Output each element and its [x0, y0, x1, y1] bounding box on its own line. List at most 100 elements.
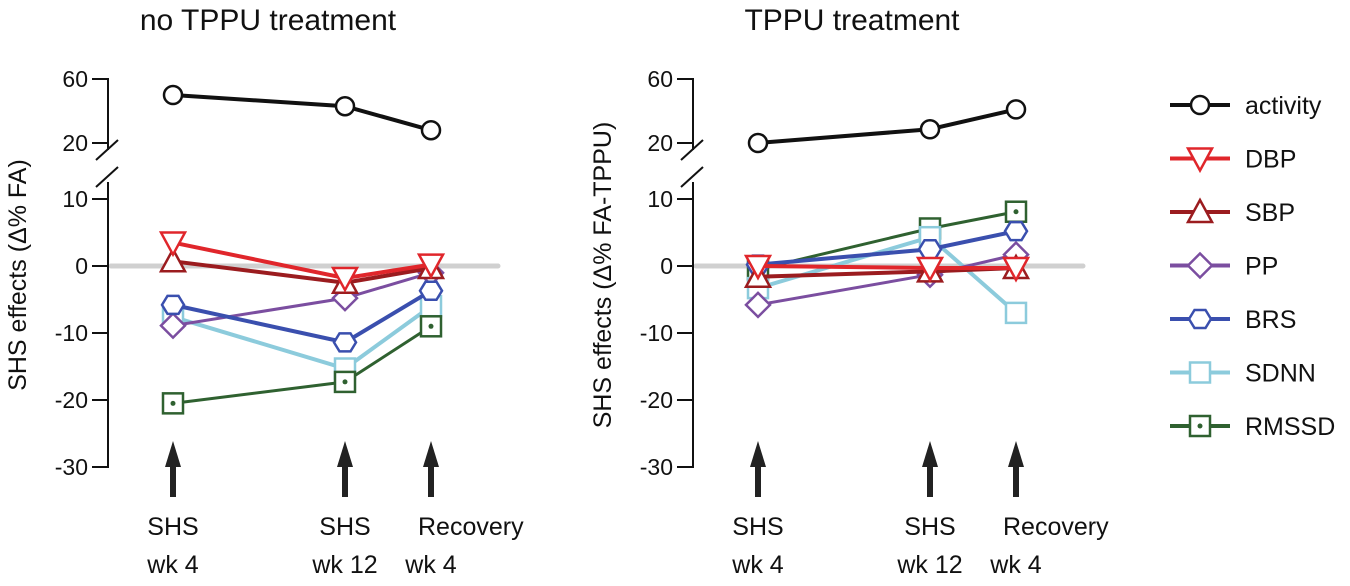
data-point-marker [744, 291, 772, 319]
series-line [757, 264, 1016, 271]
data-point-marker [160, 294, 186, 316]
legend-label: SDNN [1245, 360, 1316, 388]
y-tick-label: -30 [55, 454, 88, 480]
series-activity [747, 99, 1027, 154]
data-point-marker [915, 256, 945, 283]
panel-tppu: 60 20 10 0 -10 -20 -30 SHS wk 4 SHS wk 12 Recovery w… [640, 66, 1109, 579]
legend-marker [1185, 147, 1215, 174]
arrow-icon-shaft [342, 465, 348, 497]
series-line [172, 93, 432, 133]
arrow-icon-shaft [927, 465, 933, 497]
x-tick-label: wk 12 [311, 551, 377, 579]
data-point-marker [1005, 99, 1027, 120]
legend-marker [1187, 308, 1213, 330]
arrow-icon-shaft [428, 465, 434, 497]
legend-marker [1188, 361, 1212, 384]
x-tick-label: wk 12 [896, 551, 962, 579]
legend-item-activity: activity [1170, 92, 1322, 120]
data-point-marker [743, 254, 773, 281]
y-axis-label-right: SHS effects (Δ% FA-TPPU) [589, 122, 617, 429]
data-point-marker [158, 246, 188, 273]
data-point-marker-dot [170, 400, 176, 406]
arrow-icon [750, 441, 766, 467]
data-point-marker [420, 119, 442, 141]
panel-title-no-tppu: no TPPU treatment [140, 4, 397, 37]
data-point-marker [919, 118, 941, 140]
legend: activity DBP SBP PP BRS SDNN RMSSD [1170, 92, 1335, 441]
data-point-marker [334, 95, 356, 117]
legend-label: PP [1245, 253, 1278, 281]
legend-marker [1189, 94, 1211, 116]
series-dbp [743, 254, 1031, 283]
arrow-icon [423, 441, 439, 467]
data-point-marker [917, 239, 943, 260]
axis-break-mark [95, 166, 119, 188]
y-tick-label: 60 [62, 66, 88, 92]
x-tick-label: Recovery [418, 513, 524, 541]
y-axis-label-left: SHS effects (Δ% FA) [4, 159, 32, 391]
data-point-marker [1004, 301, 1028, 325]
x-tick-label: SHS [147, 513, 198, 541]
legend-label: DBP [1245, 146, 1296, 174]
data-point-marker [1003, 220, 1029, 242]
series-rmssd [161, 315, 443, 415]
legend-label: RMSSD [1245, 413, 1335, 441]
legend-marker [1186, 251, 1214, 280]
legend-item-sdnn: SDNN [1170, 360, 1316, 388]
y-tick-label: -20 [55, 387, 88, 413]
x-tick-label: wk 4 [404, 551, 457, 579]
arrow-icon [165, 441, 181, 467]
axis-break-mark [680, 139, 704, 161]
data-point-marker [418, 280, 444, 302]
series-dbp [158, 231, 446, 293]
y-tick-label: 0 [75, 253, 88, 279]
legend-item-brs: BRS [1170, 306, 1296, 334]
legend-item-pp: PP [1170, 251, 1278, 281]
legend-item-rmssd: RMSSD [1170, 413, 1335, 441]
panel-title-tppu: TPPU treatment [744, 4, 960, 37]
arrow-icon-shaft [755, 465, 761, 497]
legend-item-sbp: SBP [1170, 197, 1295, 227]
axis-break-mark [95, 139, 119, 161]
y-tick-label: 10 [647, 186, 673, 212]
x-tick-label: wk 4 [731, 551, 784, 579]
y-tick-label: 20 [647, 130, 673, 156]
data-point-marker [158, 231, 188, 258]
legend-label: BRS [1245, 306, 1296, 334]
y-tick-label: 60 [647, 66, 673, 92]
y-tick-label: -30 [640, 454, 673, 480]
series-brs [160, 280, 444, 353]
data-point-marker [747, 132, 769, 154]
arrow-icon-shaft [1013, 465, 1019, 497]
x-tick-label: SHS [904, 513, 955, 541]
x-tick-label: SHS [732, 513, 783, 541]
y-tick-label: 20 [62, 130, 88, 156]
arrow-icon-shaft [170, 465, 176, 497]
legend-label: SBP [1245, 199, 1295, 227]
panel-no-tppu: 60 20 10 0 -10 -20 -30 SHS wk 4 SHS wk 12 Recovery w… [55, 66, 524, 579]
data-point-marker [330, 266, 360, 293]
data-point-marker [332, 332, 358, 353]
legend-item-dbp: DBP [1170, 146, 1296, 174]
y-tick-label: -10 [640, 320, 673, 346]
axis-break-mark [680, 166, 704, 188]
y-tick-label: 10 [62, 186, 88, 212]
x-tick-label: wk 4 [989, 551, 1042, 579]
data-point-marker [1001, 256, 1031, 283]
legend-marker [1185, 197, 1215, 224]
legend-marker-dot [1197, 423, 1203, 429]
data-point-marker [162, 84, 184, 106]
data-point-marker-dot [1013, 209, 1019, 215]
x-tick-label: Recovery [1003, 513, 1109, 541]
data-point-marker-dot [342, 379, 348, 385]
series-line [172, 271, 432, 328]
data-point-marker [159, 311, 187, 340]
arrow-icon [1008, 441, 1024, 467]
data-point-marker [416, 253, 446, 280]
y-tick-label: 0 [660, 253, 673, 279]
x-tick-label: wk 4 [146, 551, 199, 579]
y-tick-label: -10 [55, 320, 88, 346]
x-tick-label: SHS [319, 513, 370, 541]
series-line [757, 107, 1017, 145]
